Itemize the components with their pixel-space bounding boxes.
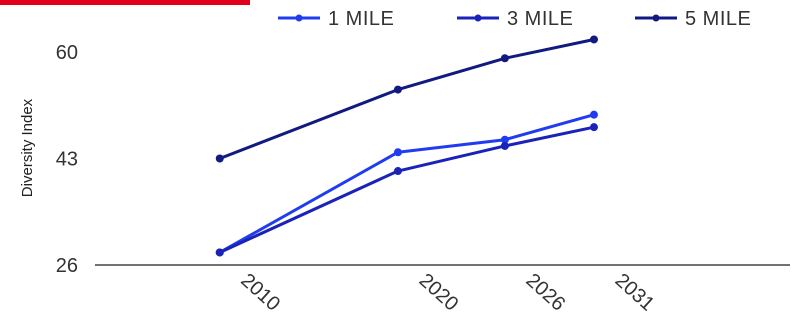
data-point-1-mile-2031 xyxy=(589,110,598,119)
data-point-5-mile-2026 xyxy=(500,54,509,63)
series-line-1-mile xyxy=(219,113,595,254)
series-points xyxy=(215,35,598,257)
data-point-5-mile-2031 xyxy=(589,35,598,44)
data-point-1-mile-2026 xyxy=(500,135,509,144)
legend-label-3-mile: 3 MILE xyxy=(507,8,573,30)
legend: 1 MILE 3 MILE 5 MILE xyxy=(278,8,751,30)
series-lines xyxy=(219,38,595,254)
x-axis: 2010 2020 2026 2031 xyxy=(236,269,658,315)
y-axis: 26 43 60 xyxy=(56,42,78,277)
legend-marker-3-mile xyxy=(474,14,482,22)
x-tick-label-2010: 2010 xyxy=(236,269,284,315)
series-line-3-mile xyxy=(219,125,595,254)
legend-label-1-mile: 1 MILE xyxy=(328,8,394,30)
y-tick-label-60: 60 xyxy=(56,42,78,64)
legend-label-5-mile: 5 MILE xyxy=(685,8,751,30)
series-line-5-mile xyxy=(219,38,595,160)
data-point-3-mile-2026 xyxy=(500,141,509,150)
data-point-3-mile-2020 xyxy=(393,167,402,176)
x-tick-label-2031: 2031 xyxy=(611,269,659,315)
y-axis-title: Diversity Index xyxy=(19,98,36,197)
data-point-5-mile-2020 xyxy=(393,85,402,94)
data-point-5-mile-2010 xyxy=(215,154,224,163)
data-point-3-mile-2031 xyxy=(589,123,598,132)
x-tick-label-2026: 2026 xyxy=(522,269,570,315)
data-point-1-mile-2020 xyxy=(393,148,402,157)
y-tick-label-26: 26 xyxy=(56,255,78,277)
legend-marker-5-mile xyxy=(652,14,660,22)
x-tick-label-2020: 2020 xyxy=(415,269,463,315)
y-tick-label-43: 43 xyxy=(56,149,78,171)
title-strip xyxy=(0,0,250,5)
data-point-3-mile-2010 xyxy=(215,248,224,257)
legend-marker-1-mile xyxy=(295,14,303,22)
